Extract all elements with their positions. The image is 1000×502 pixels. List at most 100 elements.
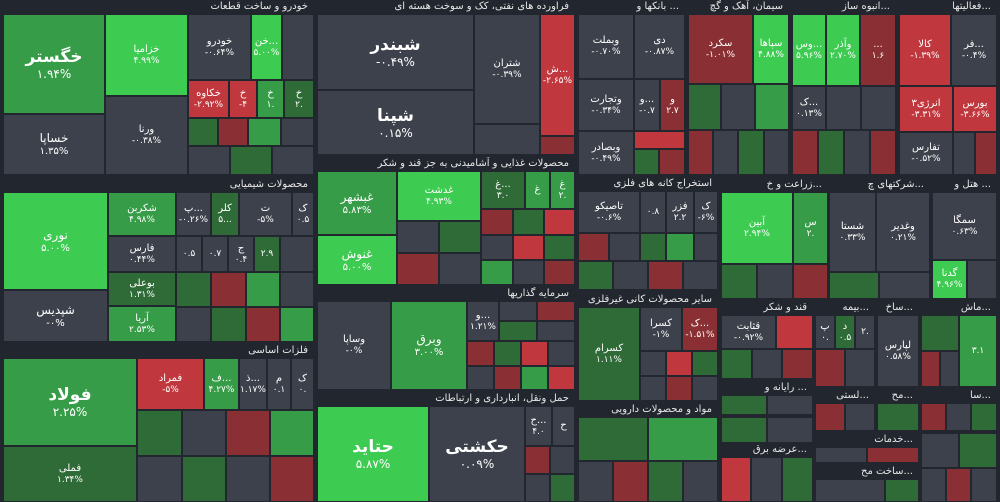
tile-de2[interactable]: ۲. [855, 315, 875, 349]
tile-auto-small[interactable] [188, 118, 218, 146]
tile-pe[interactable]: پ... -۰.۲۶% [176, 192, 211, 236]
tile-mass-small[interactable] [826, 86, 861, 130]
tile-kh3[interactable]: خ ۲. [284, 80, 314, 118]
tile-services-small[interactable] [867, 447, 919, 463]
tile-ghshahr[interactable]: غبشهر ۵.۸۳% [317, 171, 397, 235]
tile-transport-small[interactable] [550, 446, 575, 474]
tile-misc-small[interactable] [921, 468, 946, 502]
tile-boali[interactable]: بوعلی ۱.۳۱% [108, 272, 176, 306]
tile-invest-small[interactable] [499, 321, 537, 341]
tile-hotel-small[interactable] [967, 260, 997, 299]
tile-invest-small[interactable] [521, 366, 548, 390]
tile-food-small[interactable] [513, 235, 544, 260]
tile-invest-small[interactable] [499, 301, 537, 321]
tile-chem-small[interactable] [246, 307, 280, 342]
tile-food-small[interactable] [513, 209, 544, 235]
tile-auto-small[interactable] [282, 14, 314, 80]
tile-chem-small[interactable] [176, 272, 211, 307]
tile-pharma-small[interactable] [648, 461, 683, 502]
tile-misc-small[interactable] [959, 433, 997, 468]
tile-electric-small[interactable] [721, 457, 751, 502]
tile-vbsader[interactable]: وبصادر -۰.۴۹% [578, 131, 634, 175]
tile-gh3[interactable]: غ ۲. [550, 171, 575, 209]
tile-computer-small[interactable] [767, 395, 813, 415]
tile-shepdis[interactable]: شپدیس -۰% [3, 290, 108, 342]
tile-coal2[interactable]: ک -۶% [694, 191, 718, 233]
tile-insurance-small[interactable] [845, 349, 875, 387]
tile-banks-small[interactable] [634, 149, 659, 175]
tile-etc-small[interactable] [971, 403, 997, 431]
tile-food-small[interactable] [439, 253, 481, 285]
tile-sepaha[interactable]: سپاها ۴.۸۸% [753, 14, 789, 84]
tile-mass-small[interactable] [818, 130, 844, 175]
tile-banks-small[interactable] [634, 131, 685, 149]
tile-transport-small[interactable] [525, 474, 550, 502]
tile-vbemellat[interactable]: وبملت -۰.۷۰% [578, 14, 634, 79]
tile-invest-small[interactable] [537, 321, 575, 341]
tile-tafaris[interactable]: تفارس -۰.۵۲% [899, 132, 953, 175]
tile-textile-small[interactable] [845, 403, 875, 431]
tile-kala[interactable]: کالا -۱.۳۹% [899, 14, 951, 86]
tile-metals-small[interactable] [226, 456, 270, 502]
tile-noori[interactable]: نوری ۵.۰۰% [3, 192, 108, 290]
tile-activities-small[interactable] [953, 132, 975, 175]
tile-transport-small[interactable] [550, 474, 575, 502]
tile-chem-small[interactable] [280, 272, 314, 307]
tile-coal-small[interactable] [578, 233, 609, 261]
tile-shetran[interactable]: شتران -۰.۳۹% [474, 14, 540, 124]
tile-metals-small[interactable] [226, 410, 270, 456]
tile-invest-small[interactable] [467, 366, 494, 390]
tile-shebandar[interactable]: شبندر -۰.۴۹% [317, 14, 474, 90]
tile-chem2[interactable]: ۰.۷ [202, 236, 228, 272]
tile-refinery-small[interactable] [474, 124, 540, 155]
tile-m31[interactable]: ۳.۱ [959, 315, 997, 387]
tile-auto-small[interactable] [230, 146, 272, 175]
tile-food-small[interactable] [513, 260, 544, 285]
tile-ghdasht[interactable]: غدشت ۴.۹۳% [397, 171, 481, 221]
tile-agri-small[interactable] [757, 264, 793, 299]
tile-khakaveh[interactable]: خکاوه -۲.۹۲% [188, 80, 229, 118]
tile-sugar-small[interactable] [776, 315, 813, 349]
tile-te[interactable]: ت -۵% [239, 192, 292, 236]
tile-z[interactable]: ذ... ۱.۱۷% [239, 358, 267, 410]
tile-misc-small[interactable] [971, 468, 997, 502]
tile-chem1[interactable]: ۰.۵ [176, 236, 202, 272]
tile-kasram[interactable]: کسرام ۱.۱۱% [578, 307, 640, 401]
tile-m[interactable]: م ۰.۱ [267, 358, 291, 410]
tile-mass-small[interactable] [844, 130, 870, 175]
tile-coal-small[interactable] [578, 261, 613, 290]
tile-fars[interactable]: فارس ۰.۴۴% [108, 236, 176, 272]
tile-food-small[interactable] [481, 235, 513, 260]
tile-food-small[interactable] [439, 221, 481, 253]
tile-other-small[interactable] [815, 479, 885, 502]
tile-v[interactable]: و... -۰.۷ [634, 79, 660, 131]
tile-arya[interactable]: آریا ۲.۵۳% [108, 306, 176, 342]
tile-shekarbon[interactable]: شکربن ۴.۹۸% [108, 192, 176, 236]
tile-sugar-small[interactable] [721, 349, 752, 379]
tile-chem-small[interactable] [280, 307, 314, 342]
tile-metals-small[interactable] [137, 410, 182, 456]
tile-semga[interactable]: سمگا ۰.۶۳% [932, 192, 997, 260]
tile-hatid[interactable]: حتاید ۵.۸۷% [317, 406, 429, 502]
tile-auto-small[interactable] [188, 146, 230, 175]
tile-fazar[interactable]: فزر ۲.۲ [666, 191, 694, 233]
tile-nonmetal-small[interactable] [640, 351, 666, 376]
tile-mass-small[interactable] [870, 130, 896, 175]
tile-machine-small[interactable] [921, 351, 940, 387]
tile-invest-small[interactable] [537, 301, 575, 321]
tile-cement-small[interactable] [755, 84, 789, 130]
tile-femli[interactable]: فملی ۱.۳۴% [3, 446, 137, 502]
tile-auto-small[interactable] [272, 146, 314, 175]
tile-textile-small[interactable] [815, 403, 845, 431]
tile-metals-small[interactable] [182, 456, 226, 502]
tile-agri-small[interactable] [793, 264, 828, 299]
tile-khazamia[interactable]: خزامیا ۴.۹۹% [105, 14, 188, 96]
tile-etc-small[interactable] [946, 403, 971, 431]
tile-food-small[interactable] [544, 260, 575, 285]
tile-chem3[interactable]: ج ۰.۴ [228, 236, 254, 272]
tile-chem-small[interactable] [246, 272, 280, 307]
tile-other-small[interactable] [885, 479, 919, 502]
tile-food-small[interactable] [544, 235, 575, 260]
tile-ha2[interactable]: ح [552, 406, 575, 446]
tile-auto-small[interactable] [218, 118, 248, 146]
